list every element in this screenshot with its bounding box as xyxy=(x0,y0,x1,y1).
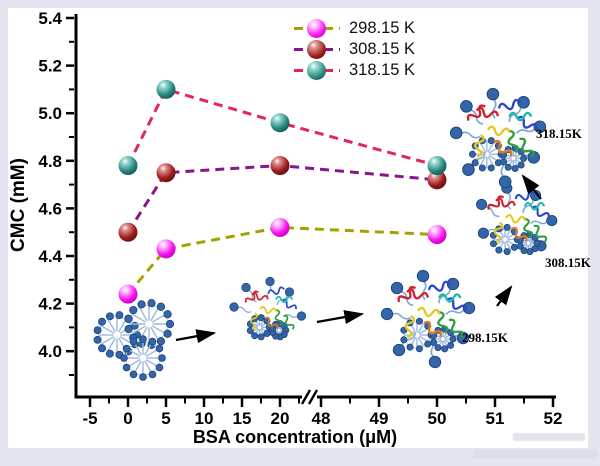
legend-label: 318.15 K xyxy=(349,61,416,79)
data-point-sphere xyxy=(270,113,290,133)
data-point-sphere xyxy=(156,239,176,259)
complex-298k-illustration xyxy=(380,269,476,369)
annotation-318k: 318.15K xyxy=(536,126,582,141)
axes: 4.0 4.2 4.4 4.6 4.8 5.0 5.2 5.4 -5 0 5 10 15 20 48 49 50… xyxy=(38,9,562,428)
legend-sphere-icon xyxy=(307,40,326,59)
x-tick-label: 48 xyxy=(312,409,331,428)
surfactant-monomer-icon xyxy=(449,126,481,140)
legend-label: 298.15 K xyxy=(349,19,416,37)
data-point-sphere xyxy=(427,225,447,245)
complex-318k-illustration xyxy=(449,87,547,189)
surfactant-monomer-icon xyxy=(460,100,484,125)
legend-sphere-icon xyxy=(307,19,326,38)
illustrations xyxy=(93,87,558,381)
y-tick-label: 5.0 xyxy=(38,104,62,123)
transition-arrows xyxy=(175,174,542,344)
surfactant-monomer-icon xyxy=(241,282,257,303)
data-point-sphere xyxy=(270,217,290,237)
watermark-fragment xyxy=(513,433,585,441)
micelle-cluster-illustration xyxy=(93,299,175,381)
arrow-up-left-icon xyxy=(521,174,542,200)
surfactant-monomer-icon xyxy=(515,120,547,134)
data-point-sphere xyxy=(270,156,290,176)
series-298-15-k xyxy=(118,217,447,304)
legend-marker-308 xyxy=(294,39,340,60)
y-axis-title: CMC (mM) xyxy=(8,158,29,252)
legend-sphere-icon xyxy=(307,61,326,80)
surfactant-monomer-icon xyxy=(445,301,476,316)
watermark-fragment xyxy=(473,449,597,459)
surfactant-monomer-icon xyxy=(530,215,558,227)
x-tick-label: 15 xyxy=(233,409,252,428)
x-tick-label: 50 xyxy=(428,409,447,428)
surfactant-monomer-icon xyxy=(416,269,430,301)
y-tick-label: 4.2 xyxy=(38,295,62,314)
y-tick-label: 5.2 xyxy=(38,57,62,76)
x-tick-label: 10 xyxy=(195,409,214,428)
x-tick-label: 0 xyxy=(123,409,132,428)
arrow-up-right-icon xyxy=(494,285,513,307)
data-point-sphere xyxy=(427,170,447,190)
legend-item-318: 318.15 K xyxy=(294,60,415,81)
complex-308k-illustration xyxy=(476,182,558,256)
x-tick-label: 5 xyxy=(161,409,170,428)
surfactant-monomer-icon xyxy=(283,311,307,321)
surfactant-monomer-icon xyxy=(229,302,252,313)
legend: 298.15 K 308.15 K 318.15 K xyxy=(294,18,415,81)
y-tick-label: 4.0 xyxy=(38,342,62,361)
axis-break-icon xyxy=(307,389,319,405)
arrow-right-icon xyxy=(316,310,365,325)
legend-label: 308.15 K xyxy=(349,40,416,58)
y-tick-label: 4.4 xyxy=(38,247,62,266)
x-tick-label: 20 xyxy=(271,409,290,428)
data-point-sphere xyxy=(156,163,176,183)
data-point-sphere xyxy=(156,79,176,99)
surfactant-monomer-icon xyxy=(486,87,500,119)
legend-item-298: 298.15 K xyxy=(294,18,415,39)
series-318-15-k xyxy=(118,79,447,176)
arrow-right-icon xyxy=(175,329,217,344)
y-tick-label: 4.6 xyxy=(38,199,62,218)
data-point-sphere xyxy=(118,156,138,176)
y-tick-label: 4.8 xyxy=(38,152,62,171)
legend-item-308: 308.15 K xyxy=(294,39,415,60)
plot-paper xyxy=(8,8,588,448)
annotation-308k: 308.15K xyxy=(545,255,591,270)
x-tick-label: 49 xyxy=(370,409,389,428)
x-axis-title: BSA concentration (μM) xyxy=(192,427,398,447)
y-tick-label: 5.4 xyxy=(38,9,62,28)
data-point-sphere xyxy=(118,222,138,242)
legend-marker-318 xyxy=(294,60,340,81)
legend-marker-298 xyxy=(294,18,340,39)
protein-micelle-complex-illustration xyxy=(229,276,307,341)
annotation-298k: 298.15K xyxy=(462,330,508,345)
watermark xyxy=(465,432,600,466)
series-308-15-k xyxy=(118,156,447,242)
x-tick-label: -5 xyxy=(82,409,97,428)
surfactant-monomer-icon xyxy=(380,307,411,321)
data-point-sphere xyxy=(427,156,447,176)
x-tick-label: 51 xyxy=(486,409,505,428)
axis-break-icon xyxy=(300,389,312,405)
x-tick-label: 52 xyxy=(544,409,563,428)
data-point-sphere xyxy=(118,284,138,304)
